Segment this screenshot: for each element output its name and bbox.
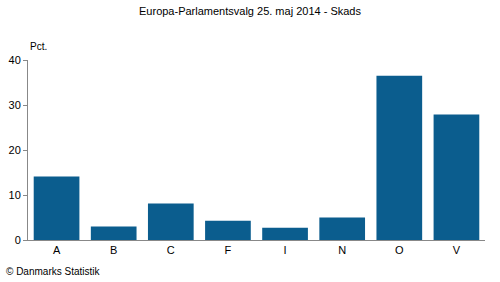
svg-text:C: C <box>167 244 175 256</box>
svg-text:O: O <box>395 244 404 256</box>
svg-text:Pct.: Pct. <box>30 41 47 52</box>
svg-text:40: 40 <box>9 54 21 66</box>
svg-text:B: B <box>110 244 117 256</box>
svg-text:© Danmarks Statistik: © Danmarks Statistik <box>6 266 101 277</box>
svg-text:Europa-Parlamentsvalg 25. maj: Europa-Parlamentsvalg 25. maj 2014 - Ska… <box>139 5 361 17</box>
svg-text:10: 10 <box>9 189 21 201</box>
svg-text:20: 20 <box>9 144 21 156</box>
svg-text:A: A <box>53 244 61 256</box>
svg-text:30: 30 <box>9 99 21 111</box>
svg-text:I: I <box>284 244 287 256</box>
svg-text:N: N <box>338 244 346 256</box>
svg-text:F: F <box>225 244 232 256</box>
svg-text:0: 0 <box>15 234 21 246</box>
svg-text:V: V <box>453 244 461 256</box>
